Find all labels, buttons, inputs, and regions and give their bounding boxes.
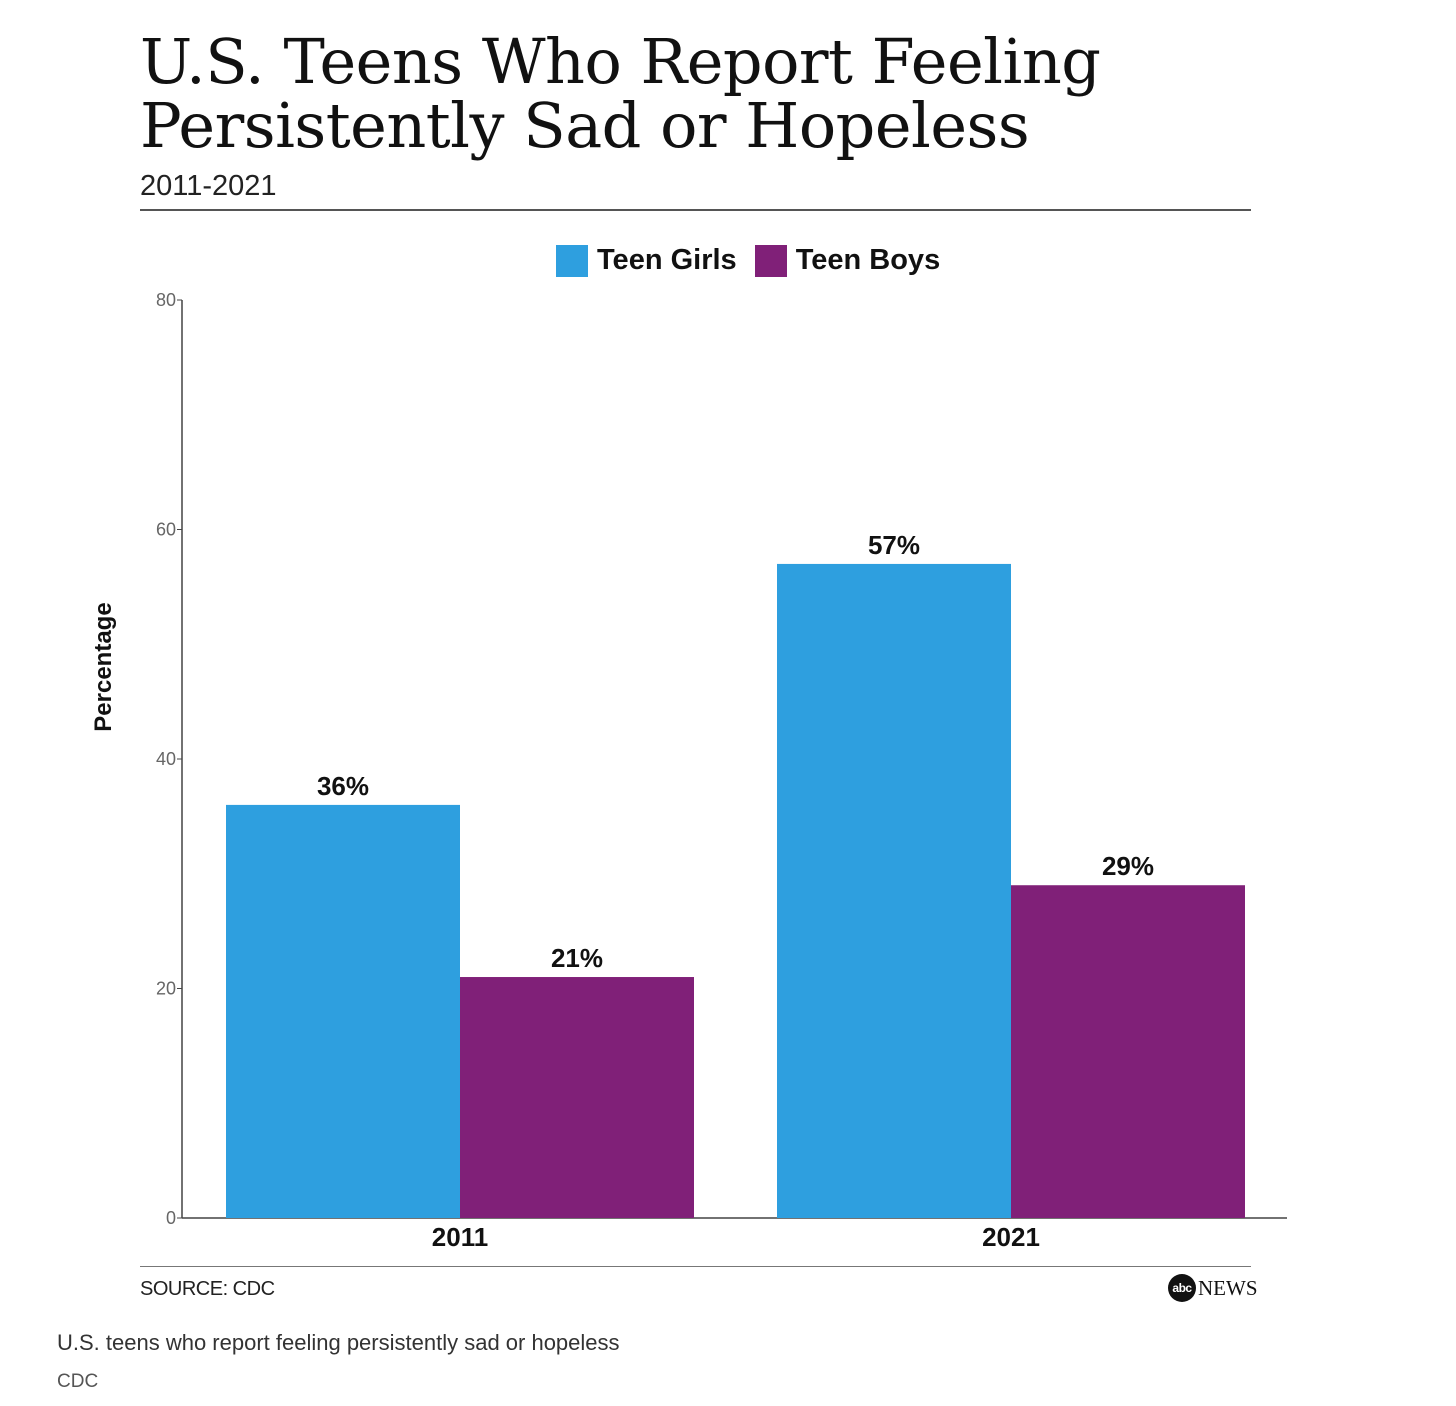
- data-label-teen-girls-2011: 36%: [317, 771, 369, 801]
- data-label-teen-boys-2011: 21%: [551, 943, 603, 973]
- bar-teen-girls-2021: [777, 563, 1011, 1218]
- legend-item-teen-boys: Teen Boys: [754, 244, 941, 277]
- data-label-teen-girls-2021: 57%: [868, 530, 920, 560]
- y-tick-label: 80: [156, 290, 176, 310]
- bar-teen-girls-2011: [226, 804, 460, 1218]
- chart-figure: U.S. Teens Who Report Feeling Persistent…: [90, 25, 1287, 1302]
- chart-legend: Teen Girls Teen Boys: [556, 244, 958, 277]
- data-label-teen-boys-2021: 29%: [1102, 851, 1154, 881]
- legend-swatch-teen-boys: [754, 244, 787, 277]
- chart-subtitle: 2011-2021: [140, 170, 277, 202]
- legend-item-teen-girls: Teen Girls: [556, 244, 737, 277]
- x-tick-label-2011: 2011: [432, 1222, 488, 1252]
- image-caption: U.S. teens who report feeling persistent…: [57, 1330, 620, 1355]
- legend-swatch-teen-girls: [556, 244, 588, 277]
- bar-teen-boys-2011: [460, 977, 694, 1218]
- legend-label-teen-girls: Teen Girls: [597, 244, 737, 276]
- title-divider: [140, 209, 1251, 211]
- y-tick-label: 40: [156, 749, 176, 769]
- chart-title: U.S. Teens Who Report Feeling Persistent…: [140, 25, 1101, 162]
- bar-chart-plot: 0 20 40 60 80 36% 21% 2011 57% 29% 2021: [156, 290, 1287, 1252]
- abc-logo-mark: abc: [1168, 1274, 1196, 1302]
- footer-divider: [140, 1266, 1251, 1267]
- source-note: SOURCE: CDC: [140, 1278, 275, 1300]
- legend-label-teen-boys: Teen Boys: [795, 244, 941, 276]
- image-credit: CDC: [57, 1371, 99, 1392]
- y-tick-label: 0: [166, 1208, 176, 1228]
- bar-teen-boys-2021: [1011, 885, 1245, 1218]
- y-tick-label: 20: [156, 979, 176, 999]
- abc-logo-word: NEWS: [1198, 1275, 1258, 1300]
- abc-news-logo: abc NEWS: [1168, 1274, 1258, 1302]
- y-tick-label: 60: [156, 520, 176, 540]
- x-tick-label-2021: 2021: [982, 1222, 1040, 1252]
